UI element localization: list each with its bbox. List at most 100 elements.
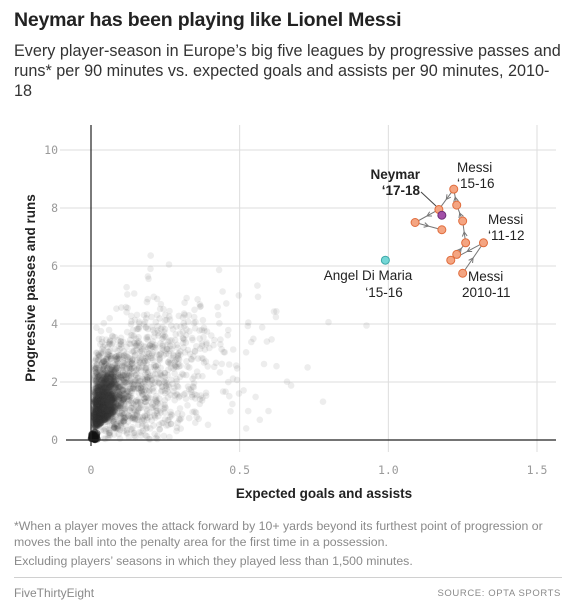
- player-season-dot: [102, 381, 109, 388]
- player-season-dot: [123, 430, 131, 437]
- player-season-dot: [107, 404, 115, 412]
- player-season-dot: [91, 376, 98, 384]
- player-season-dot: [111, 408, 118, 415]
- player-season-dot: [93, 378, 101, 386]
- player-season-dot: [105, 392, 113, 399]
- player-season-dot: [153, 311, 161, 319]
- player-season-dot: [136, 343, 143, 350]
- player-season-dot: [96, 393, 104, 401]
- player-season-dot: [101, 416, 108, 424]
- player-season-dot: [94, 387, 101, 395]
- player-season-dot: [93, 401, 100, 408]
- player-season-dot: [100, 373, 108, 381]
- player-season-dot: [106, 409, 114, 416]
- player-season-dot: [101, 369, 108, 377]
- player-season-dot: [108, 394, 115, 402]
- player-season-dot: [117, 392, 124, 400]
- player-season-dot: [99, 413, 107, 421]
- player-season-dot: [106, 411, 114, 419]
- player-season-dot: [93, 420, 101, 428]
- player-season-dot: [111, 395, 118, 403]
- player-season-dot: [97, 391, 105, 399]
- player-season-dot: [98, 392, 106, 399]
- player-season-dot: [96, 376, 103, 384]
- player-season-dot: [98, 413, 105, 421]
- player-season-dot: [97, 409, 104, 416]
- player-season-dot: [136, 357, 143, 364]
- player-season-dot: [103, 397, 110, 404]
- player-season-dot: [90, 412, 98, 419]
- player-season-dot: [101, 409, 108, 417]
- player-season-dot: [123, 395, 131, 403]
- player-season-dot: [163, 379, 170, 387]
- player-season-dot: [102, 428, 110, 435]
- player-season-dot: [91, 413, 98, 421]
- player-season-dot: [304, 364, 311, 371]
- player-season-dot: [116, 355, 123, 363]
- player-season-dot: [93, 382, 101, 390]
- player-season-dot: [163, 316, 170, 324]
- player-season-dot: [111, 397, 118, 404]
- player-season-dot: [102, 400, 109, 407]
- player-season-dot: [120, 417, 127, 425]
- player-season-dot: [227, 408, 234, 415]
- player-season-dot: [124, 387, 131, 395]
- player-season-dot: [121, 382, 128, 390]
- player-season-dot: [215, 266, 223, 274]
- player-season-dot: [191, 306, 198, 314]
- player-season-dot: [93, 414, 101, 421]
- player-season-dot: [116, 390, 124, 398]
- player-season-dot: [138, 422, 146, 430]
- player-season-dot: [91, 387, 99, 395]
- player-season-dot: [108, 407, 115, 414]
- player-season-dot: [92, 392, 99, 399]
- player-season-dot: [101, 411, 108, 418]
- player-season-dot: [108, 396, 116, 403]
- player-season-dot: [120, 418, 127, 425]
- player-season-dot: [95, 404, 103, 411]
- player-season-dot: [147, 265, 154, 273]
- player-season-dot: [103, 377, 111, 385]
- player-season-dot: [108, 377, 115, 385]
- player-season-dot: [116, 373, 123, 381]
- player-season-dot: [128, 364, 136, 372]
- player-season-dot: [151, 361, 158, 369]
- player-season-dot: [153, 392, 160, 400]
- player-season-dot: [123, 328, 131, 336]
- player-season-dot: [95, 402, 102, 409]
- player-season-dot: [142, 324, 150, 332]
- player-season-dot: [107, 381, 115, 388]
- player-season-dot: [102, 394, 110, 401]
- player-season-dot: [102, 407, 110, 414]
- player-season-dot: [141, 395, 148, 402]
- player-season-dot: [97, 417, 104, 425]
- player-season-dot: [95, 382, 102, 390]
- player-season-dot: [135, 405, 143, 412]
- player-season-dot: [254, 282, 261, 289]
- player-season-dot: [164, 345, 171, 353]
- player-season-dot: [103, 398, 110, 406]
- player-season-dot: [96, 415, 104, 423]
- player-season-dot: [114, 370, 122, 378]
- player-season-dot: [104, 407, 111, 415]
- player-season-dot: [92, 397, 99, 405]
- player-season-dot: [91, 412, 99, 419]
- player-season-dot: [96, 420, 103, 427]
- player-season-dot: [106, 395, 113, 402]
- player-season-dot: [97, 403, 104, 411]
- dimaria-point: [380, 255, 390, 265]
- player-season-dot: [133, 311, 141, 319]
- player-season-dot: [97, 327, 105, 335]
- player-season-dot: [90, 398, 98, 405]
- player-season-dot: [97, 391, 105, 398]
- player-season-dot: [179, 339, 187, 347]
- player-season-dot: [143, 360, 150, 367]
- player-season-dot: [99, 415, 106, 423]
- player-season-dot: [96, 415, 104, 422]
- player-season-dot: [158, 372, 165, 380]
- player-season-dot: [108, 396, 115, 404]
- player-season-dot: [100, 404, 108, 412]
- player-season-dot: [135, 382, 142, 389]
- player-season-dot: [151, 430, 158, 438]
- player-season-dot: [91, 396, 99, 404]
